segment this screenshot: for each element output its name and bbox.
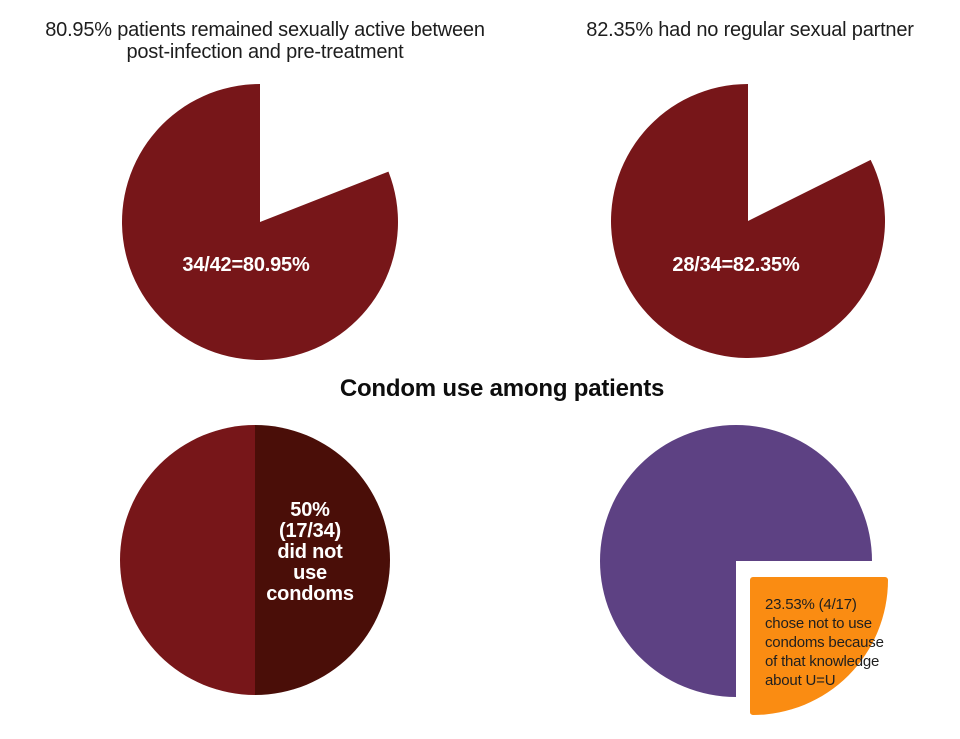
pie-sexually-active	[122, 84, 399, 360]
pie4-exploded-orange-slice: 23.53% (4/17) chose not to use condoms b…	[750, 577, 888, 715]
pie1-title: 80.95% patients remained sexually active…	[45, 19, 485, 63]
pie-condom-use	[120, 425, 390, 695]
pie-uu-knowledge	[600, 425, 872, 697]
condom-use-section-title: Condom use among patients	[339, 375, 665, 402]
pie1-value-label: 34/42=80.95%	[182, 254, 310, 276]
pie2-title: 82.35% had no regular sexual partner	[586, 19, 914, 41]
pie2-value-label: 28/34=82.35%	[672, 254, 800, 276]
pie1-filled-slice	[122, 84, 399, 360]
pie4-value-label: 23.53% (4/17) chose not to use condoms b…	[765, 596, 884, 689]
pie4-purple-slice	[600, 425, 872, 697]
pie-no-regular-partner	[611, 84, 885, 358]
pie3-left-half-slice	[120, 425, 255, 695]
pie3-value-label: 50% (17/34) did not use condoms	[266, 499, 354, 605]
pie3-right-half-slice	[255, 425, 390, 695]
pie2-filled-slice	[611, 84, 885, 358]
